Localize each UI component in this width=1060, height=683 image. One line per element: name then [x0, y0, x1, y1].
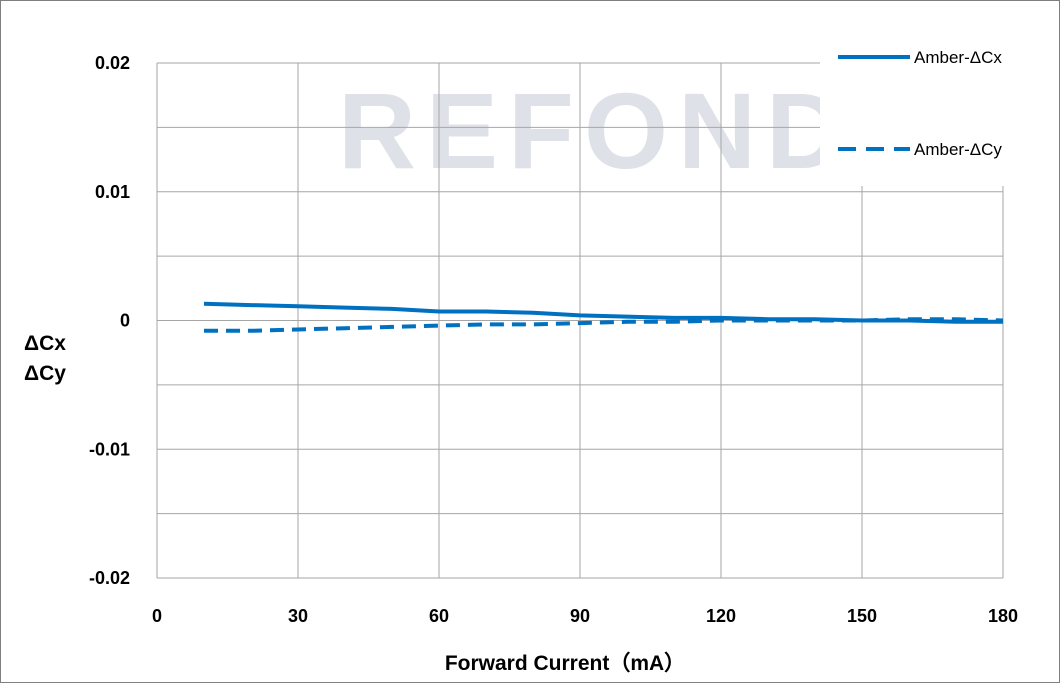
x-tick-label: 30: [288, 606, 308, 626]
series-layer: [203, 301, 1004, 333]
x-tick-label: 90: [570, 606, 590, 626]
series-line-2: [204, 317, 1004, 333]
watermark-text: REFOND: [338, 70, 854, 191]
legend-background: [820, 28, 1056, 186]
y-axis-title-line: ΔCy: [24, 362, 66, 385]
x-tick-label: 60: [429, 606, 449, 626]
x-tick-label: 180: [988, 606, 1018, 626]
legend: Amber-ΔCx Amber-ΔCy: [820, 28, 1056, 186]
legend-label-1: Amber-ΔCx: [914, 48, 1002, 67]
y-tick-label: -0.01: [89, 439, 130, 459]
x-tick-label: 0: [152, 606, 162, 626]
y-tick-label: -0.02: [89, 568, 130, 588]
ticks-layer: 0.02 0.01 0 -0.01 -0.02 0 30 60 90 120 150 180: [89, 53, 1018, 626]
x-tick-label: 150: [847, 606, 877, 626]
y-tick-label: 0.01: [95, 182, 130, 202]
y-tick-label: 0: [120, 311, 130, 331]
x-tick-label: 120: [706, 606, 736, 626]
legend-label-2: Amber-ΔCy: [914, 140, 1002, 159]
y-axis-title-line: ΔCx: [24, 332, 66, 355]
y-axis-title: ΔCx ΔCy: [24, 332, 66, 385]
series-line-1: [203, 301, 1003, 324]
y-tick-label: 0.02: [95, 53, 130, 73]
x-axis-title: Forward Current（mA）: [445, 651, 685, 675]
